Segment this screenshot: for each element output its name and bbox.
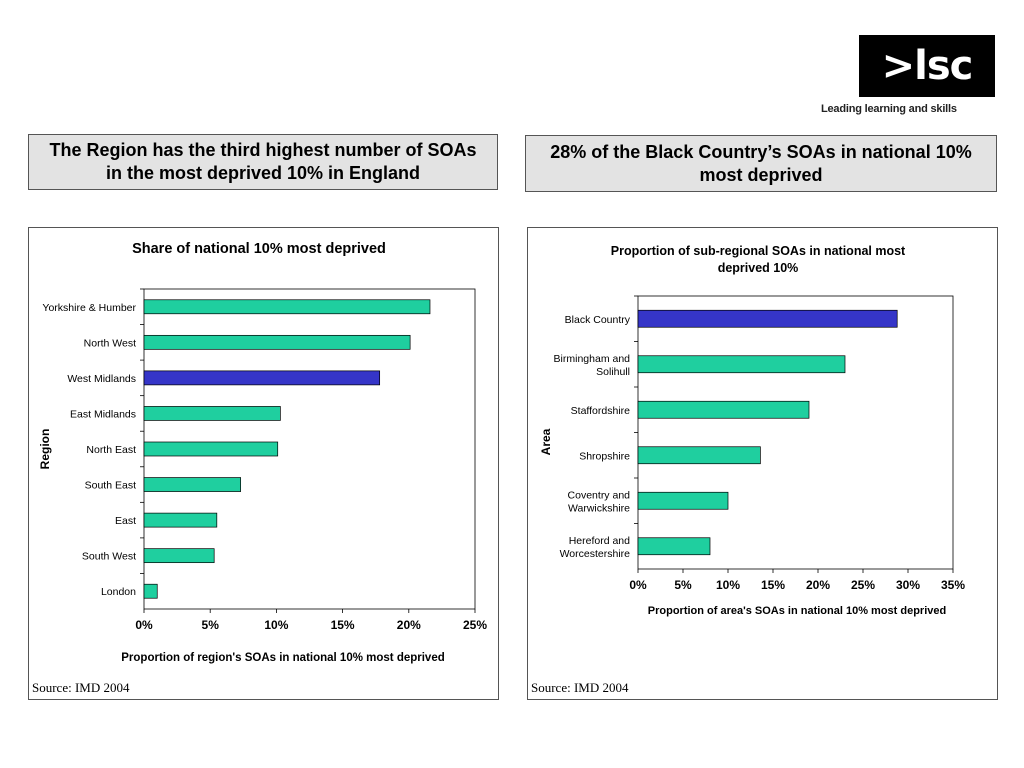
x-tick-label: 20% [806,578,830,592]
category-label: Warwickshire [568,502,630,514]
x-tick-label: 20% [397,618,421,632]
category-label: Hereford and [569,535,630,547]
bar [637,446,761,465]
plot-area [637,295,954,570]
bar [143,441,279,457]
headline-right: 28% of the Black Country’s SOAs in natio… [525,135,997,192]
headline-left-text: The Region has the third highest number … [49,140,477,183]
bar [143,334,411,350]
x-tick-label: 15% [331,618,355,632]
region-chart-panel: Share of national 10% most deprived Yorks… [28,227,499,700]
region-bar-chart: Share of national 10% most deprived Yorks… [38,241,487,664]
x-axis-title: Proportion of region's SOAs in national … [121,652,445,664]
x-tick-label: 30% [896,578,920,592]
bar [637,537,711,556]
category-label: Solihull [596,366,630,378]
x-tick-label: 25% [851,578,875,592]
bar [143,477,242,492]
category-label: Shropshire [579,450,630,462]
x-tick-label: 5% [674,578,692,592]
category-label: West Midlands [67,373,136,385]
bar [637,491,729,510]
category-label: Birmingham and [554,353,631,365]
category-label: London [101,586,136,598]
category-label: Yorkshire & Humber [42,302,136,314]
bar [143,583,158,599]
x-tick-label: 10% [716,578,740,592]
bar [143,299,431,315]
category-label: Worcestershire [560,548,631,560]
x-tick-label: 15% [761,578,785,592]
category-label: South West [82,551,136,563]
x-axis-title: Proportion of area's SOAs in national 10… [648,605,946,617]
x-tick-label: 0% [629,578,647,592]
bar [143,406,281,421]
highlight-bar [143,370,381,386]
source-note-left: Source: IMD 2004 [32,680,130,695]
highlight-bar [637,309,898,328]
x-tick-label: 0% [135,618,153,632]
category-label: North East [86,444,136,456]
x-tick-label: 35% [941,578,965,592]
bar [637,355,846,374]
y-axis-title: Region [38,429,52,470]
x-tick-label: 5% [202,618,220,632]
headline-right-text: 28% of the Black Country’s SOAs in natio… [550,141,972,185]
x-tick-label: 25% [463,618,487,632]
lsc-logo: >lsc [859,35,995,97]
bar [143,512,218,528]
category-label: East [115,515,136,527]
chart-title: Proportion of sub-regional SOAs in natio… [611,244,906,258]
category-label: North West [84,337,136,349]
category-label: Black Country [565,314,631,326]
area-bar-chart: Proportion of sub-regional SOAs in natio… [539,244,965,617]
bar [637,400,810,419]
chart-title: Share of national 10% most deprived [132,241,386,257]
category-label: East Midlands [70,408,136,420]
headline-left: The Region has the third highest number … [28,134,498,190]
category-label: Coventry and [568,489,631,501]
category-label: Staffordshire [571,405,630,417]
chart-title: deprived 10% [718,261,799,275]
y-axis-title: Area [539,428,553,455]
source-note-right: Source: IMD 2004 [531,680,629,695]
area-chart-panel: Proportion of sub-regional SOAs in natio… [527,227,998,700]
category-label: South East [85,480,136,492]
bar [143,548,215,564]
x-tick-label: 10% [264,618,288,632]
logo-tagline: Leading learning and skills [821,103,957,115]
